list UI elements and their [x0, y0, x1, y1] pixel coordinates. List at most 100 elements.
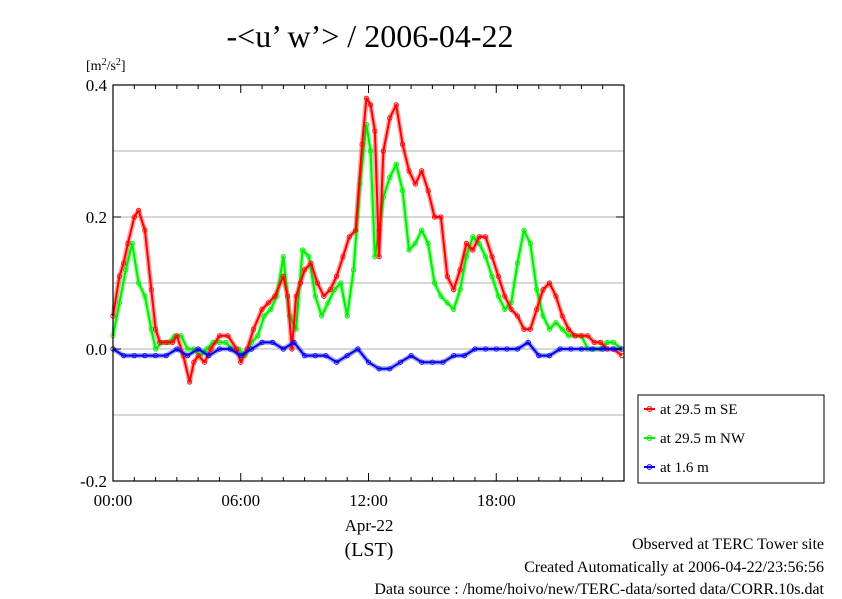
- series-1-point-25: [267, 306, 274, 312]
- series-2-point-43: [568, 346, 574, 352]
- series-1-point-12: [184, 346, 191, 352]
- series-2-point-8: [195, 346, 201, 352]
- legend-label-0: at 29.5 m SE: [660, 402, 738, 418]
- legend-marker-0: [646, 406, 653, 412]
- y-axis-unit: [m2/s2]: [86, 57, 126, 74]
- series-0-point-75: [559, 313, 565, 319]
- series-2-point-4: [153, 352, 159, 359]
- series-0-point-1: [116, 273, 123, 279]
- series-2-point-17: [291, 339, 297, 345]
- series-2-point-26: [387, 366, 393, 372]
- series-0-point-63: [482, 234, 489, 240]
- series-2-point-30: [429, 359, 435, 365]
- legend-items: at 29.5 m SE at 29.5 m NW at 1.6 m: [644, 402, 746, 476]
- series-1-point-46: [393, 161, 399, 167]
- series-0-point-36: [321, 293, 327, 299]
- series-2-point-18: [301, 352, 308, 359]
- series-2-point-35: [482, 346, 489, 352]
- y-tick-label-0: -0.2: [80, 472, 107, 491]
- series-1-point-18: [223, 339, 229, 345]
- y-unit-base: [m: [86, 59, 102, 74]
- series-1-point-32: [312, 293, 318, 299]
- series-0-point-8: [153, 326, 159, 332]
- chart-title: -<u’ w’> / 2006-04-22: [227, 18, 514, 54]
- series-0-point-15: [191, 359, 197, 365]
- series-1-point-72: [559, 326, 565, 332]
- series-0-point-11: [170, 339, 176, 345]
- series-0-point-40: [346, 234, 352, 240]
- series-0-point-69: [521, 326, 527, 332]
- x-tick-label-2: 12:00: [349, 491, 388, 510]
- series-0-point-18: [208, 346, 214, 352]
- series-0-point-9: [157, 339, 163, 345]
- series-2-point-6: [174, 346, 180, 352]
- y-tick-label-1: 0.0: [86, 340, 107, 359]
- series-layer: [110, 95, 625, 385]
- series-1-point-79: [604, 339, 610, 345]
- series-1-point-69: [540, 313, 546, 319]
- series-0-point-16: [195, 352, 201, 359]
- series-2-point-31: [440, 359, 446, 365]
- series-1-point-27: [280, 254, 286, 260]
- y-unit-end: ]: [121, 59, 126, 74]
- series-0-point-27: [272, 293, 278, 299]
- series-2-point-22: [344, 352, 350, 359]
- series-0-point-80: [591, 339, 597, 345]
- series-0-point-33: [301, 267, 308, 273]
- series-1-point-4: [136, 280, 142, 286]
- series-2-point-37: [504, 346, 510, 352]
- series-2-point-21: [333, 359, 340, 365]
- series-0-point-34: [308, 260, 314, 266]
- series-2-point-1: [121, 352, 127, 359]
- series-0-point-30: [289, 346, 295, 352]
- y-unit-sup1: 2: [102, 57, 107, 68]
- series-1-point-51: [425, 240, 431, 246]
- series-0-point-49: [393, 102, 399, 108]
- series-2-point-40: [536, 352, 542, 359]
- series-1-point-17: [216, 339, 223, 345]
- series-1-point-34: [325, 300, 331, 306]
- series-1-point-7: [153, 346, 159, 352]
- series-2-point-12: [238, 352, 244, 359]
- series-1-point-66: [521, 227, 527, 233]
- series-0-point-79: [585, 333, 591, 339]
- series-0-point-28: [280, 273, 286, 279]
- legend-box: [637, 394, 825, 484]
- series-0-point-38: [333, 273, 340, 279]
- series-2-point-41: [546, 352, 553, 359]
- series-0-point-5: [136, 207, 142, 213]
- series-0-point-64: [489, 254, 495, 260]
- x-tick-label-0: 00:00: [94, 491, 133, 510]
- series-0-point-59: [457, 267, 463, 273]
- series-0-point-68: [514, 313, 521, 319]
- x-tick-label-1: 06:00: [221, 491, 260, 510]
- series-2-point-11: [227, 346, 233, 352]
- series-1-point-68: [534, 286, 540, 293]
- legend-label-2: at 1.6 m: [660, 460, 709, 476]
- series-1-point-80: [610, 339, 617, 345]
- series-1-point-5: [142, 293, 148, 299]
- series-0-point-48: [387, 115, 393, 121]
- series-2-point-46: [600, 346, 606, 352]
- series-0-point-37: [327, 286, 333, 293]
- series-2-point-33: [461, 352, 467, 359]
- series-0-point-53: [419, 168, 425, 174]
- series-2-point-14: [259, 339, 265, 345]
- series-0-point-55: [431, 214, 438, 220]
- series-0-point-77: [572, 333, 578, 339]
- series-0-point-61: [470, 247, 476, 253]
- series-0-point-47: [380, 148, 386, 154]
- series-2-point-44: [578, 346, 585, 352]
- series-line-0: [112, 97, 623, 383]
- series-2-point-2: [131, 352, 137, 359]
- series-0-point-12: [174, 333, 180, 339]
- series-1-point-23: [255, 333, 261, 339]
- legend: at 29.5 m SE at 29.5 m NW at 1.6 m: [637, 394, 825, 484]
- series-0-point-73: [546, 280, 553, 286]
- x-axis-date-label: Apr-22: [345, 516, 394, 535]
- series-2-point-10: [216, 346, 223, 352]
- footer-site: Observed at TERC Tower site: [631, 536, 824, 553]
- series-0-point-4: [131, 214, 137, 220]
- series-1-point-49: [412, 240, 418, 246]
